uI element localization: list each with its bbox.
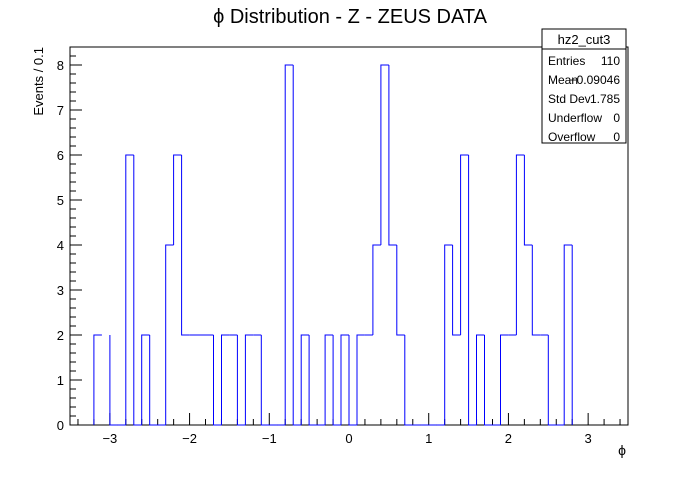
- histogram-bin: [213, 335, 222, 426]
- y-tick-label: 5: [57, 193, 64, 208]
- histogram-bin: [125, 154, 134, 425]
- histogram-bin: [244, 334, 254, 425]
- x-tick-label: 0: [345, 431, 352, 446]
- stats-row-value: 0: [613, 130, 620, 144]
- stats-row-label: Entries: [548, 54, 585, 68]
- stats-rows: Entries 110 Mean−0.09046 Std Dev 1.785 Underf…: [548, 54, 620, 144]
- histogram-bin: [221, 334, 230, 425]
- histogram-bin: [93, 334, 102, 425]
- histogram-bin: [547, 335, 557, 426]
- histogram-bin: [348, 335, 357, 426]
- histogram-bin: [484, 335, 493, 426]
- histogram-series: [93, 64, 573, 426]
- histogram-bin: [380, 64, 389, 245]
- histogram-bin: [292, 65, 302, 426]
- stats-row-value: 110: [601, 54, 620, 68]
- y-tick-label: 8: [57, 58, 64, 73]
- y-tick-label: 2: [57, 328, 64, 343]
- x-tick-label: −2: [182, 431, 197, 446]
- chart-title: ϕ Distribution - Z - ZEUS DATA: [213, 6, 487, 28]
- histogram-bin: [308, 335, 318, 426]
- histogram-bin: [396, 245, 405, 336]
- stats-row-label: Underflow: [548, 111, 602, 125]
- histogram-bin: [515, 154, 525, 335]
- histogram-bin: [460, 154, 469, 335]
- y-axis: 0 1 2 3 4 5 6 7 8: [57, 55, 82, 433]
- y-axis-label: Events / 0.1: [31, 47, 46, 116]
- x-axis-label: ϕ: [618, 442, 626, 458]
- histogram-bin: [340, 334, 349, 425]
- histogram-bin: [181, 155, 190, 336]
- histogram-bin: [109, 335, 118, 426]
- y-tick-label: 4: [57, 238, 64, 253]
- histogram-bin: [141, 334, 150, 425]
- x-tick-label: 1: [425, 431, 432, 446]
- histogram-bin: [500, 334, 509, 425]
- stats-row-label: Overflow: [548, 130, 596, 144]
- histogram-bin: [324, 334, 334, 425]
- histogram-bin: [523, 155, 533, 246]
- histogram-bin: [284, 64, 294, 425]
- y-tick-label: 0: [57, 418, 64, 433]
- histogram-bin: [468, 155, 477, 426]
- y-tick-label: 3: [57, 283, 64, 298]
- histogram-bin: [372, 244, 381, 335]
- histogram-bin: [236, 335, 246, 426]
- stats-row-value: 1.785: [590, 92, 620, 106]
- x-tick-label: −1: [262, 431, 277, 446]
- histogram-bin: [452, 245, 461, 336]
- histogram-bin: [531, 245, 541, 336]
- x-tick-label: 3: [585, 431, 592, 446]
- y-tick-label: 7: [57, 103, 64, 118]
- histogram-bin: [476, 334, 485, 425]
- stats-box-frame: [541, 28, 627, 144]
- stats-row-value: −0.09046: [570, 73, 621, 87]
- histogram-bin: [149, 335, 158, 426]
- histogram-bin: [404, 335, 413, 426]
- histogram-bin: [356, 334, 365, 425]
- histogram-bin: [300, 334, 310, 425]
- histogram-bin: [444, 244, 453, 425]
- stats-row-value: 0: [613, 111, 620, 125]
- y-tick-label: 6: [57, 148, 64, 163]
- x-tick-label: 2: [505, 431, 512, 446]
- stats-box: hz2_cut3 Entries 110 Mean−0.09046 Std Dev 1.…: [541, 28, 627, 144]
- x-tick-label: −3: [102, 431, 117, 446]
- histogram-bin: [388, 65, 397, 246]
- stats-row-label: Std Dev: [548, 92, 591, 106]
- stats-row-label: Mean: [548, 73, 578, 87]
- histogram-bin: [165, 244, 174, 425]
- histogram-bin: [133, 155, 142, 426]
- y-tick-label: 1: [57, 373, 64, 388]
- histogram-bin: [260, 335, 270, 426]
- histogram-bin: [173, 154, 182, 245]
- histogram-bin: [563, 244, 573, 425]
- histogram-bin: [332, 335, 341, 426]
- stats-box-title: hz2_cut3: [558, 32, 611, 47]
